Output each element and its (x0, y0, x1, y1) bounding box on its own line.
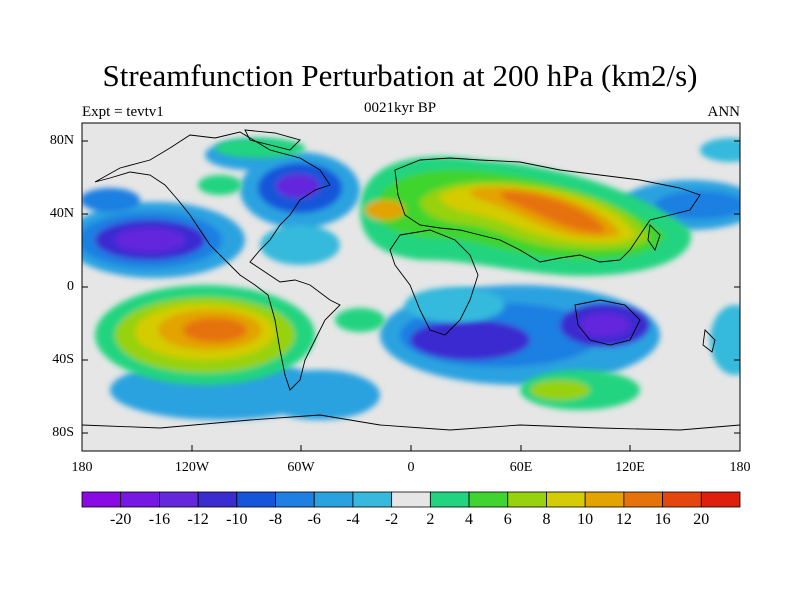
blob-npac-green (198, 175, 242, 195)
colorbar-label: -12 (187, 511, 209, 528)
contour-field (82, 123, 740, 451)
lon-tick-label: 120W (174, 460, 210, 475)
lon-tick-label: 60E (509, 460, 533, 475)
colorbar-swatch (236, 491, 276, 508)
lon-tick-label: 180 (71, 460, 93, 475)
colorbar-label: 12 (615, 511, 632, 528)
colorbar-label: -2 (384, 511, 399, 528)
colorbar-label: -4 (346, 511, 360, 528)
colorbar-swatch (313, 491, 354, 508)
colorbar-label: 4 (465, 511, 474, 528)
blob-australia-purple (580, 313, 630, 337)
eurasia-outline (394, 157, 701, 263)
lat-tick-label: 40S (52, 352, 74, 367)
blob-east-edge-blue (710, 305, 740, 375)
colorbar-swatch (507, 491, 547, 508)
colorbar-label: 10 (577, 511, 594, 528)
africa-outline (389, 229, 479, 336)
colorbar-label: 20 (693, 511, 710, 528)
blob-south-atlantic-blue (260, 370, 380, 420)
lon-tick-label: 60W (287, 460, 315, 475)
lat-tick-label: 40N (49, 206, 74, 221)
axis-ticks (81, 140, 741, 451)
colorbar-swatch (662, 491, 702, 508)
japan-outline (647, 224, 661, 251)
colorbar-swatch (159, 491, 199, 508)
colorbar-label: -20 (110, 511, 132, 528)
lon-tick-label: 180 (729, 460, 751, 475)
blob-nwp-blue-core (655, 191, 740, 219)
blob-nafrica-green (400, 240, 460, 260)
lat-tick-label: 80N (49, 133, 74, 148)
blob-caribbean-blue (260, 225, 340, 265)
plot-title: Streamfunction Perturbation at 200 hPa (… (102, 58, 698, 93)
australia-outline (574, 299, 641, 346)
colorbar-swatch (584, 491, 625, 508)
colorbar-label: -8 (268, 511, 283, 528)
colorbar-label: -6 (307, 511, 321, 528)
colorbar-swatch (81, 491, 122, 508)
greenland-outline (244, 129, 301, 151)
blob-sa-green (335, 308, 385, 332)
antarctica-outline (82, 414, 740, 431)
blob-np-purple (115, 228, 185, 252)
blob-np-west-blue (82, 188, 140, 212)
colorbar-swatch (391, 491, 431, 508)
blob-sp-core (183, 318, 247, 342)
time-label: 0021kyr BP (363, 100, 437, 116)
lat-tick-label: 0 (67, 279, 74, 294)
coastlines (82, 129, 740, 431)
blob-indian-blue-core (410, 320, 530, 360)
colorbar-label: -10 (226, 511, 248, 528)
colorbar-swatch (352, 491, 393, 508)
blob-se-yellowgreen (530, 380, 590, 400)
colorbar-label: 8 (542, 511, 551, 528)
lat-tick-label: 80S (52, 425, 74, 440)
colorbar-swatch (120, 491, 160, 508)
colorbar-swatch (623, 491, 663, 508)
lon-tick-label: 0 (407, 460, 415, 475)
new-zealand-outline (702, 329, 716, 353)
colorbar-label: 16 (654, 511, 671, 528)
colorbar-swatch (700, 491, 741, 508)
blob-europe-orange (365, 200, 405, 220)
season-label: ANN (707, 104, 741, 120)
blob-ne-arctic-blue (700, 138, 740, 162)
blob-africa-blue (405, 287, 505, 323)
blob-eurasia-core (500, 191, 605, 233)
blob-na-purple (276, 174, 320, 198)
colorbar-swatch (468, 491, 509, 508)
experiment-label: Expt = tevtv1 (82, 104, 164, 120)
colorbar-label: 6 (503, 511, 512, 528)
colorbar-swatch (275, 491, 315, 508)
colorbar-swatch (546, 491, 586, 508)
colorbar-label: 2 (426, 511, 435, 528)
colorbar-swatch (429, 491, 470, 508)
lon-tick-label: 120E (615, 460, 645, 475)
colorbar (81, 491, 741, 508)
americas-outline (94, 131, 341, 391)
colorbar-swatch (197, 491, 238, 508)
colorbar-label: -16 (148, 511, 171, 528)
